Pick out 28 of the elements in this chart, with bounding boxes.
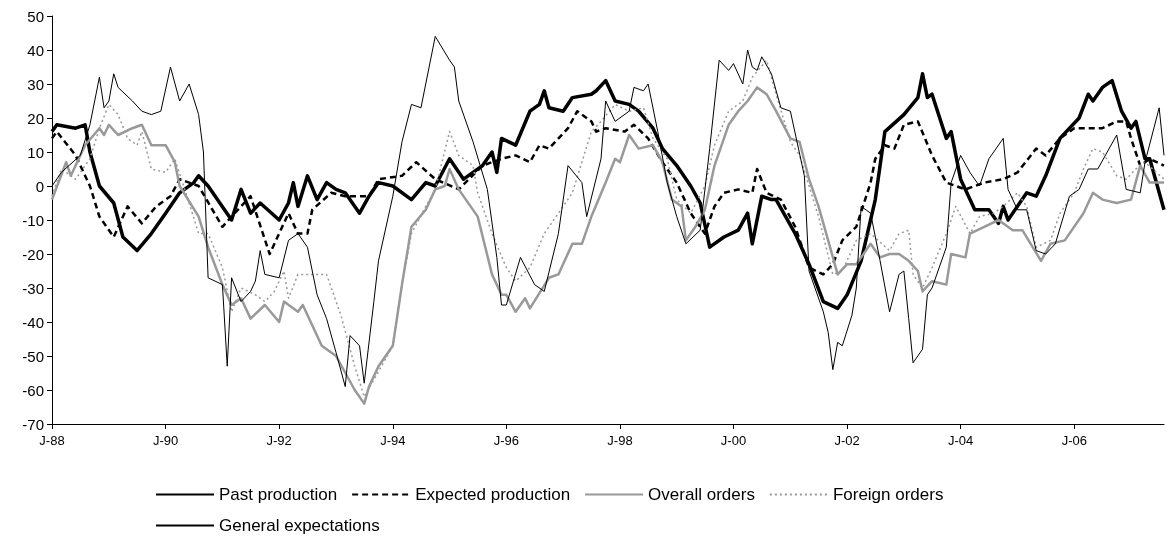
- x-tick-label: J-92: [266, 433, 292, 448]
- y-tick-label: -60: [22, 381, 44, 399]
- x-tick-label: J-90: [153, 433, 179, 448]
- legend-label: General expectations: [219, 516, 380, 535]
- y-tick-label: 0: [35, 177, 44, 195]
- x-tick-label: J-96: [493, 433, 519, 448]
- y-tick-label: -40: [22, 313, 44, 331]
- y-tick-label: -30: [22, 279, 44, 297]
- y-tick-label: -20: [22, 245, 44, 263]
- legend-label: Foreign orders: [832, 485, 944, 504]
- y-tick-label: -10: [22, 211, 44, 229]
- legend-label: Past production: [219, 485, 338, 504]
- y-tick-label: 30: [27, 75, 44, 93]
- y-tick-label: 40: [27, 41, 44, 59]
- x-tick-label: J-04: [947, 433, 974, 448]
- y-tick-label: -50: [22, 347, 44, 365]
- x-tick-label: J-98: [607, 433, 633, 448]
- y-tick-label: 10: [27, 143, 44, 161]
- legend-label: Expected production: [415, 485, 571, 504]
- x-tick-label: J-02: [834, 433, 860, 448]
- x-tick-label: J-00: [720, 433, 747, 448]
- x-tick-label: J-06: [1061, 433, 1087, 448]
- x-tick-label: J-88: [39, 433, 65, 448]
- y-tick-label: 20: [27, 109, 44, 127]
- legend-label: Overall orders: [648, 485, 755, 504]
- y-tick-label: -70: [22, 415, 44, 433]
- x-tick-label: J-94: [380, 433, 406, 448]
- y-tick-label: 50: [27, 7, 44, 25]
